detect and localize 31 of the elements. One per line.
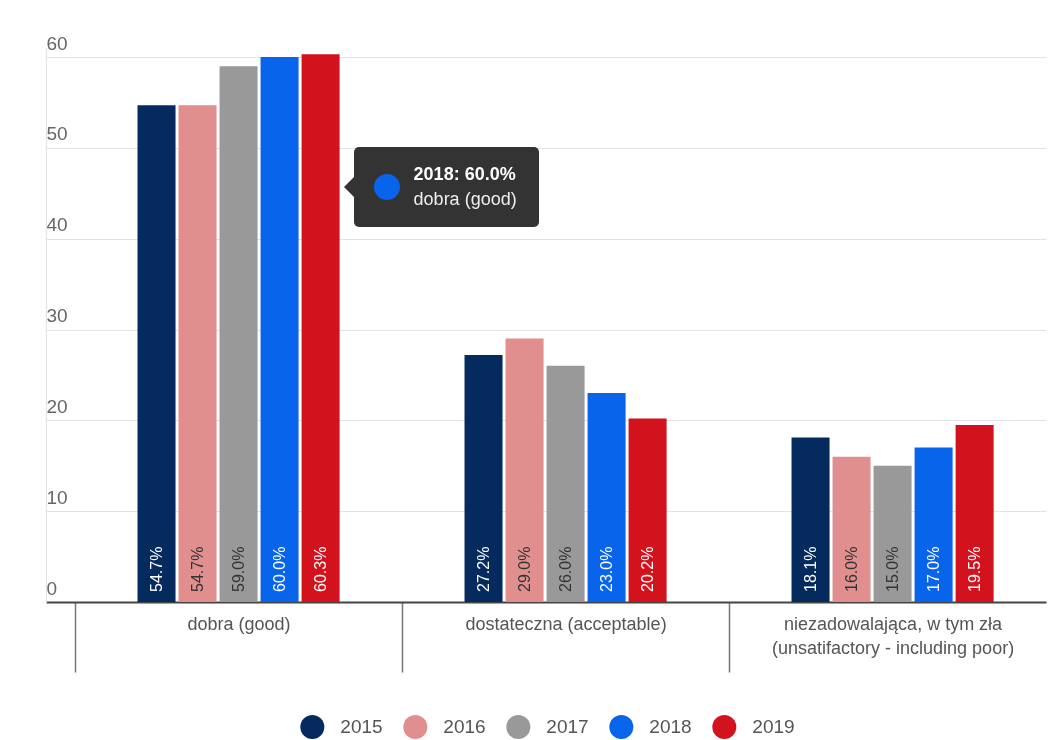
data-label: 23.0% — [597, 546, 615, 592]
y-tick-label: 20 — [46, 395, 68, 417]
data-label: 54.7% — [188, 546, 206, 592]
data-label: 15.0% — [883, 546, 901, 592]
y-tick-label: 60 — [46, 32, 68, 54]
data-label: 16.0% — [842, 546, 860, 592]
legend-label: 2018 — [649, 716, 692, 737]
data-label: 18.1% — [801, 546, 819, 592]
y-tick-label: 10 — [46, 486, 68, 508]
data-label: 17.0% — [924, 546, 942, 592]
data-label: 59.0% — [229, 546, 247, 592]
y-tick-label: 50 — [46, 123, 68, 145]
x-tick-label: niezadowalająca, w tym zła (unsatifactory - including poor) — [772, 613, 1015, 658]
y-tick-label: 0 — [46, 577, 58, 599]
data-label: 20.2% — [638, 546, 656, 592]
data-label: 19.5% — [965, 546, 983, 592]
y-tick-label: 40 — [46, 214, 68, 236]
x-tick-label: dostateczna (acceptable) — [465, 613, 667, 634]
x-tick-label: dobra (good) — [187, 613, 291, 634]
y-tick-label: 30 — [46, 305, 68, 327]
data-label: 60.3% — [311, 546, 329, 592]
annotation: 2018: 60.0% dobra (good) — [413, 163, 517, 211]
data-label: 26.0% — [556, 546, 574, 592]
legend-label: 2016 — [443, 716, 486, 737]
data-label: 54.7% — [147, 546, 165, 592]
legend-label: 2015 — [340, 716, 383, 737]
legend-label: 2017 — [546, 716, 589, 737]
data-label: 29.0% — [515, 546, 533, 592]
data-label: 60.0% — [270, 546, 288, 592]
data-label: 27.2% — [474, 546, 492, 592]
legend-label: 2019 — [752, 716, 795, 737]
